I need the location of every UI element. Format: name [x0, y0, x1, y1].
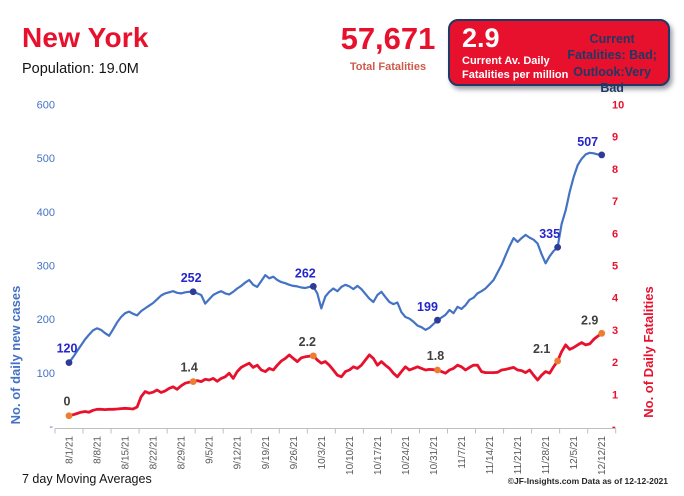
x-tick-label: 8/29/21 [177, 436, 188, 470]
annotation-label: 2.1 [533, 342, 550, 356]
right-axis-tick-label: 2 [612, 357, 618, 369]
x-tick-label: 11/14/21 [485, 436, 496, 475]
x-tick-label: 8/22/21 [149, 436, 160, 470]
population-label: Population: 19.0M [22, 61, 139, 77]
x-tick-label: 12/5/21 [569, 436, 580, 470]
annotation-label: 1.4 [180, 361, 197, 375]
left-axis-tick-label: 100 [37, 368, 55, 380]
annotation-marker [65, 359, 73, 366]
series-line-1 [67, 331, 604, 418]
annotation-marker [309, 282, 317, 290]
annotation-label: 252 [181, 271, 202, 285]
annotation-marker [598, 329, 606, 337]
right-axis-tick-label: 10 [612, 100, 624, 112]
right-axis-tick-label: 6 [612, 228, 618, 240]
annotation-marker [554, 357, 562, 365]
x-tick-label: 11/28/21 [541, 436, 552, 475]
dual-axis-line-chart: 8/1/21 8/8/21 8/15/21 8/22/21 8/29/21 9/5/21 9… [0, 95, 684, 496]
right-axis-tick-label: 3 [612, 325, 618, 337]
annotation-label: 2.9 [581, 313, 598, 327]
left-axis-tick-label: 400 [37, 207, 55, 219]
x-tick-label: 9/19/21 [261, 436, 272, 470]
x-tick-label: 10/24/21 [401, 436, 412, 475]
annotation-marker [434, 316, 441, 324]
x-tick-label: 8/8/21 [93, 436, 104, 464]
annotation-label: 0 [64, 395, 71, 409]
x-tick-label: 11/7/21 [457, 436, 468, 469]
copyright-note: ©JF-Insights.com Data as of 12-12-2021 [507, 476, 668, 486]
left-axis-tick-label: 600 [37, 100, 55, 112]
annotation-label: 199 [417, 300, 438, 314]
x-tick-label: 8/15/21 [121, 436, 132, 470]
badge-caption-line2: Fatalities per million [462, 68, 569, 81]
annotation-marker [309, 352, 317, 360]
annotation-label: 507 [577, 135, 598, 149]
annotation-marker [554, 243, 562, 251]
annotation-label: 120 [57, 342, 78, 356]
right-axis-tick-label: 9 [612, 132, 618, 144]
x-tick-label: 10/10/21 [345, 436, 356, 475]
right-axis-tick-label: 8 [612, 164, 618, 176]
right-axis-tick-label: 4 [612, 293, 619, 305]
annotation-label: 335 [539, 227, 560, 241]
total-fatalities-label: Total Fatalities [349, 60, 427, 73]
annotation-marker [434, 366, 441, 374]
series-line-0 [67, 151, 603, 364]
annotation-label: 262 [295, 266, 316, 280]
x-tick-label: 10/31/21 [429, 436, 440, 475]
x-tick-label: 11/21/21 [513, 436, 524, 475]
left-axis-tick-label: 300 [37, 261, 55, 273]
annotation-label: 1.8 [427, 349, 444, 363]
badge-left-column: 2.9 Current Av. Daily Fatalities per mil… [450, 21, 569, 84]
right-axis-title: No. of Daily Fatalities [641, 286, 656, 417]
right-axis-zero-label: - [612, 421, 616, 433]
annotation-marker [189, 288, 197, 296]
x-tick-label: 9/26/21 [289, 436, 300, 470]
x-tick-label: 10/3/21 [317, 436, 328, 470]
x-tick-label: 12/12/21 [597, 436, 608, 475]
badge-status-line1: Current Fatalities: Bad; [567, 32, 657, 63]
x-tick-label: 9/12/21 [233, 436, 244, 470]
x-tick-label: 8/1/21 [65, 436, 76, 464]
badge-status-block: Current Fatalities: Bad; Outlook:Very Ba… [562, 21, 668, 95]
annotation-label: 2.2 [299, 335, 316, 349]
annotation-marker [65, 412, 73, 420]
badge-caption-line1: Current Av. Daily [462, 54, 550, 67]
right-axis-tick-label: 5 [612, 261, 618, 273]
left-axis-zero-label: - [49, 421, 53, 433]
right-axis-tick-label: 7 [612, 196, 618, 208]
badge-status-line2: Outlook:Very Bad [573, 64, 652, 95]
x-tick-label: 10/17/21 [373, 436, 384, 475]
chart-canvas: 8/1/21 8/8/21 8/15/21 8/22/21 8/29/21 9/5/21 9… [8, 100, 656, 475]
left-axis-title: No. of daily new cases [8, 286, 23, 425]
fatality-status-badge: 2.9 Current Av. Daily Fatalities per mil… [448, 19, 670, 95]
left-axis-tick-label: 500 [37, 153, 55, 165]
left-axis-tick-label: 200 [37, 314, 55, 326]
total-fatalities-block: 57,671 Total Fatalities [328, 21, 448, 73]
annotation-marker [189, 378, 197, 385]
total-fatalities-value: 57,671 [340, 21, 436, 56]
x-tick-label: 9/5/21 [205, 436, 216, 464]
right-axis-tick-label: 1 [612, 389, 618, 401]
badge-value: 2.9 [462, 23, 500, 53]
page-title: New York [22, 22, 149, 53]
moving-average-note: 7 day Moving Averages [22, 472, 152, 486]
annotation-marker [598, 151, 606, 159]
